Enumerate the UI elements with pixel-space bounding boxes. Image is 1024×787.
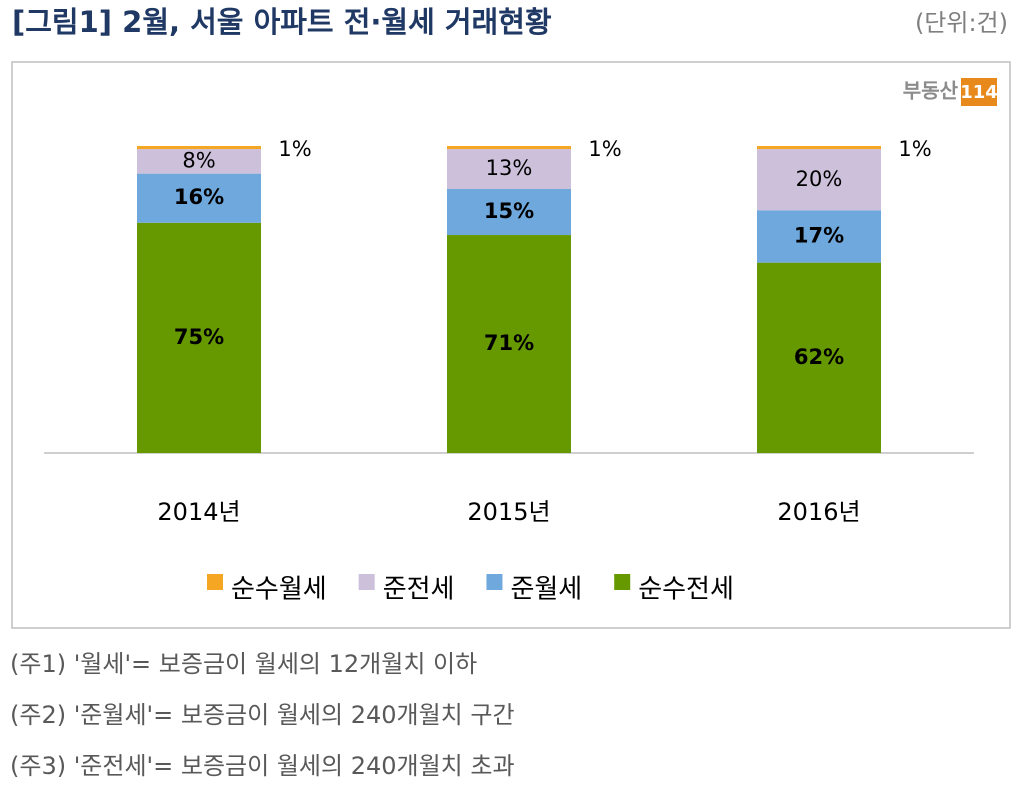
data-label: 13% [486, 156, 533, 180]
legend-label: 준전세 [383, 575, 455, 605]
legend-swatch [486, 574, 503, 590]
data-label: 15% [484, 199, 534, 223]
bar-segment [137, 173, 261, 223]
bar-segment [137, 146, 261, 150]
note: (주3) '준전세'= 보증금이 월세의 240개월치 초과 [10, 752, 515, 780]
legend-swatch [614, 574, 631, 590]
title: [그림1] 2월, 서울 아파트 전·월세 거래현황 [12, 5, 552, 39]
legend-label: 순수전세 [638, 575, 734, 605]
legend-label: 준월세 [510, 575, 582, 605]
bar-segment [137, 222, 261, 453]
note: (주2) '준월세'= 보증금이 월세의 240개월치 구간 [10, 701, 515, 729]
legend-swatch [207, 574, 223, 590]
data-label: 16% [174, 185, 224, 209]
x-tick-label: 2016년 [777, 498, 860, 526]
data-label: 8% [182, 148, 215, 172]
note: (주1) '월세'= 보증금이 월세의 12개월치 이하 [10, 650, 477, 678]
logo-badge [961, 78, 997, 106]
data-label: 71% [484, 331, 534, 355]
data-label: 1% [898, 137, 931, 161]
bar-segment [447, 146, 571, 150]
bar-segment [447, 235, 571, 453]
bar-segment [757, 210, 881, 263]
data-label: 17% [794, 224, 844, 248]
legend-swatch [358, 574, 375, 590]
logo-badge-text: 114 [960, 82, 998, 103]
x-tick-label: 2015년 [467, 498, 550, 526]
data-label: 1% [588, 137, 621, 161]
bar-segment [137, 149, 261, 174]
data-label: 20% [796, 167, 843, 191]
bar-segment [757, 149, 881, 211]
legend-label: 순수월세 [231, 575, 327, 605]
unit: (단위:건) [915, 9, 1008, 37]
data-label: 75% [174, 325, 224, 349]
bar-segment [447, 188, 571, 236]
data-label: 62% [794, 345, 844, 369]
bar-segment [447, 149, 571, 189]
logo-text: 부동산 [903, 79, 959, 103]
data-label: 1% [278, 137, 311, 161]
x-tick-label: 2014년 [157, 498, 240, 526]
bar-segment [757, 262, 881, 453]
bar-segment [757, 146, 881, 150]
